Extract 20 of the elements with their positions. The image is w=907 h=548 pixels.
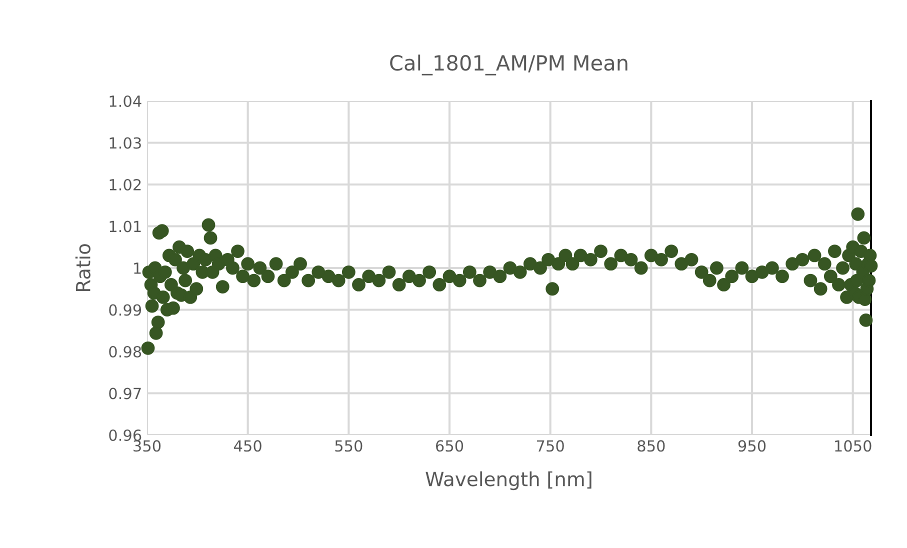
x-tick-label: 850 bbox=[638, 440, 665, 452]
x-tick-label: 450 bbox=[234, 440, 262, 452]
x-tick-label: 1050 bbox=[835, 440, 872, 452]
y-tick-label: 0.99 bbox=[109, 304, 142, 316]
y-tick-label: 1.03 bbox=[110, 137, 141, 149]
y-tick-label: 0.97 bbox=[109, 388, 141, 400]
y-tick-label: 1 bbox=[134, 262, 141, 274]
y-tick-label: 1.01 bbox=[110, 220, 141, 232]
y-tick-label: 0.98 bbox=[109, 346, 142, 358]
x-tick-label: 350 bbox=[134, 440, 161, 452]
x-tick-label: 950 bbox=[738, 440, 766, 452]
x-tick-label: 550 bbox=[335, 440, 362, 452]
x-axis-title: Wavelength [nm] bbox=[426, 471, 592, 490]
x-tick-label: 650 bbox=[436, 440, 464, 452]
y-axis-title: Ratio bbox=[75, 244, 90, 292]
y-tick-label: 0.96 bbox=[109, 429, 142, 442]
y-tick-label: 1.02 bbox=[110, 178, 141, 191]
y-tick-label: 1.04 bbox=[110, 95, 142, 108]
chart-title: Cal_1801_AM/PM Mean bbox=[390, 54, 628, 76]
x-tick-label: 750 bbox=[537, 440, 564, 452]
